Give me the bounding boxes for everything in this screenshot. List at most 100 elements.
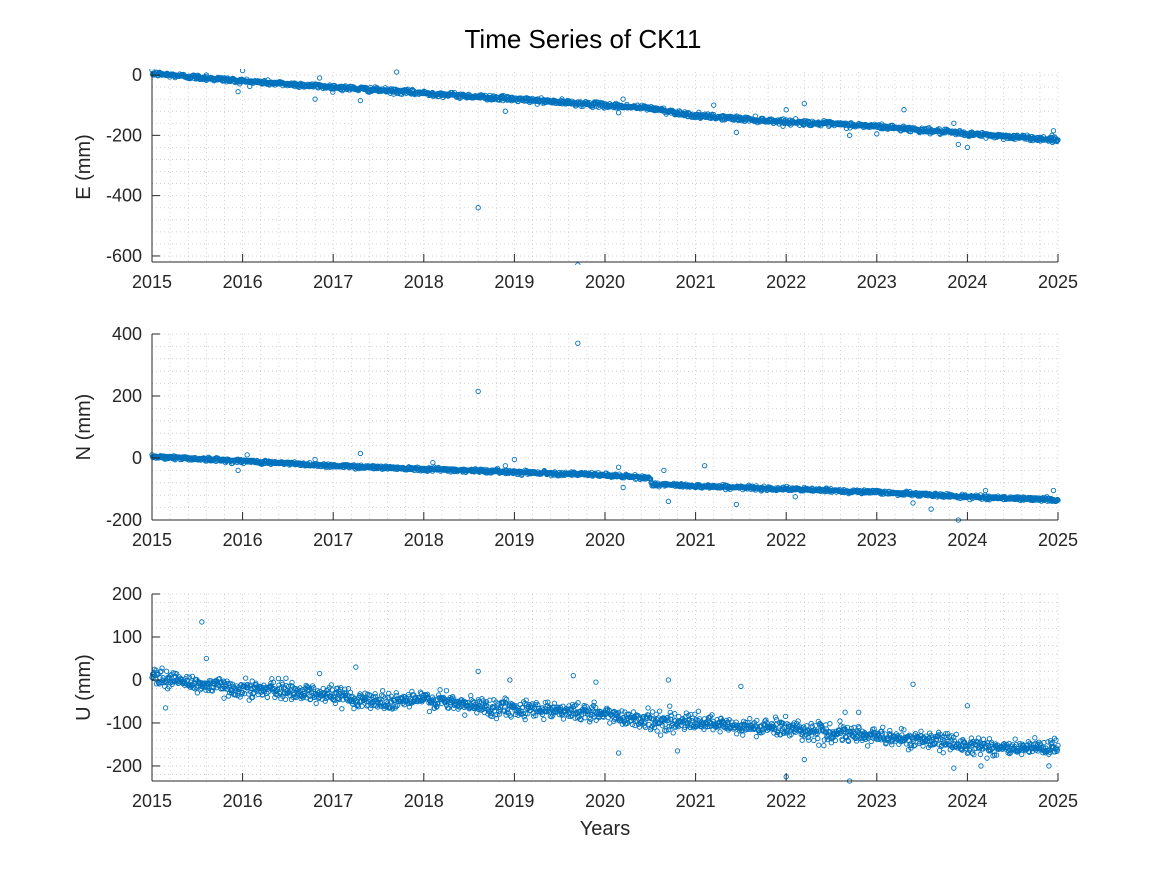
outlier-point (665, 498, 672, 505)
outlier-point (357, 98, 364, 104)
data-point (656, 708, 663, 714)
data-point (339, 706, 345, 712)
outlier-point (235, 467, 241, 474)
y-tick-label: 200 (112, 386, 142, 406)
outlier-point (874, 131, 880, 137)
x-tick-label: 2015 (132, 272, 172, 292)
outlier-point (316, 75, 323, 81)
data-point (426, 708, 433, 715)
x-tick-label: 2020 (585, 530, 625, 550)
x-tick-label: 2019 (494, 530, 534, 550)
data-point (462, 712, 468, 718)
data-point (381, 705, 387, 712)
outlier-point (502, 463, 508, 469)
data-point (641, 720, 647, 726)
data-point (322, 698, 328, 704)
data-point (167, 672, 173, 679)
data-point (586, 715, 592, 721)
data-point (508, 714, 514, 720)
outlier-point (575, 340, 581, 346)
outlier-point (357, 450, 364, 456)
figure-title: Time Series of CK11 (465, 24, 702, 54)
data-point (523, 697, 529, 703)
data-point (629, 721, 636, 728)
x-tick-label: 2021 (676, 272, 716, 292)
subplot-up: 2015 2016 2017 2018 2019 2020 2021 2022 2023 2024… (73, 584, 1078, 840)
data-point (663, 728, 669, 734)
data-point (649, 709, 656, 715)
y-tick-label: -200 (106, 125, 142, 145)
data-point (590, 706, 596, 712)
outlier-point (430, 459, 436, 466)
data-point (159, 665, 165, 671)
data-point (192, 686, 198, 692)
data-point (541, 716, 547, 722)
outlier-point (801, 101, 807, 107)
outlier-point (910, 500, 916, 506)
outlier-point (733, 501, 740, 508)
x-tick-label: 2017 (313, 530, 353, 550)
data-point (367, 705, 374, 711)
data-point (504, 707, 511, 713)
data-series (149, 619, 1061, 784)
data-point (683, 714, 689, 720)
data-point (393, 690, 399, 696)
data-point (435, 700, 441, 706)
data-point (197, 687, 204, 693)
data-point (223, 683, 230, 690)
y-tick-label: -400 (106, 186, 142, 206)
x-tick-label: 2021 (676, 530, 716, 550)
data-point (696, 109, 702, 115)
x-tick-label: 2022 (766, 530, 806, 550)
data-point (227, 680, 233, 687)
data-point (1055, 137, 1061, 143)
data-point (365, 702, 371, 708)
outlier-point (951, 120, 957, 126)
data-point (503, 696, 510, 703)
data-point (332, 700, 338, 707)
subplot-north: 2015 2016 2017 2018 2019 2020 2021 2022 2023 2024… (73, 324, 1078, 550)
data-point (406, 704, 412, 710)
subplot-east: 2015 2016 2017 2018 2019 2020 2021 2022 2023 2024… (73, 65, 1078, 292)
data-point (570, 710, 577, 716)
outlier-point (661, 467, 667, 474)
outlier-point (620, 484, 626, 491)
data-point (194, 690, 200, 696)
outlier-point (620, 96, 626, 102)
outlier-point (702, 463, 708, 469)
data-point (311, 685, 317, 691)
data-point (583, 703, 589, 709)
outlier-point (615, 110, 622, 116)
grid (151, 333, 1059, 521)
data-point (434, 703, 440, 709)
data-point (593, 704, 599, 711)
outlier-point (475, 388, 481, 394)
x-tick-label: 2016 (223, 272, 263, 292)
data-point (710, 111, 717, 118)
x-tick-label: 2018 (404, 530, 444, 550)
outlier-point (235, 88, 241, 95)
x-tick-label: 2019 (494, 272, 534, 292)
data-point (482, 700, 489, 706)
data-point (557, 704, 564, 710)
data-point (531, 713, 537, 719)
data-point (174, 671, 180, 677)
y-tick-label: 400 (112, 324, 142, 344)
data-point (437, 687, 443, 693)
outlier-point (393, 69, 400, 75)
data-series (149, 69, 1061, 265)
data-point (588, 716, 594, 723)
data-series (149, 340, 1061, 523)
data-point (492, 704, 498, 710)
data-point (551, 700, 558, 706)
data-point (347, 689, 354, 695)
data-point (221, 695, 227, 701)
data-point (665, 717, 671, 723)
data-point (335, 685, 341, 691)
data-point (225, 693, 232, 699)
outlier-point (955, 141, 961, 148)
data-point (359, 703, 365, 709)
outlier-point (502, 108, 508, 114)
x-tick-label: 2024 (947, 530, 987, 550)
